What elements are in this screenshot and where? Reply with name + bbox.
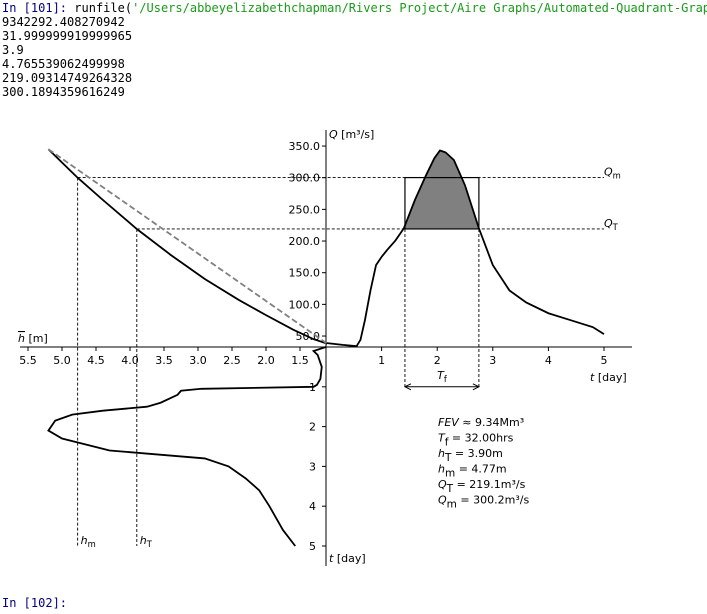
fev-area xyxy=(404,150,479,229)
output-line: 31.999999919999965 xyxy=(2,29,133,43)
tick-label: 4 xyxy=(545,354,552,367)
symbol: Q xyxy=(329,128,338,141)
label: Tf xyxy=(437,369,448,384)
label: QT xyxy=(604,217,619,232)
symbol: T xyxy=(437,369,445,382)
stage-curve xyxy=(47,346,327,547)
subscript: T xyxy=(446,483,454,495)
tick-label: 5 xyxy=(309,540,316,553)
rating-curve xyxy=(47,148,328,345)
tick-label: 5 xyxy=(601,354,608,367)
label: hT xyxy=(140,534,153,549)
label: Tf = 32.00hrs xyxy=(438,432,514,449)
symbol: t xyxy=(590,371,595,384)
subscript: m xyxy=(445,467,455,479)
symbol: Q xyxy=(438,494,447,507)
tick-label: 150.0 xyxy=(289,267,321,280)
tick-label: 300.0 xyxy=(289,172,321,185)
text: [m³/s] xyxy=(338,128,375,141)
tick-label: 1 xyxy=(378,354,385,367)
label: hm = 4.77m xyxy=(438,463,507,480)
subscript: T xyxy=(444,452,452,464)
symbol: Q xyxy=(604,166,613,179)
prompt: In [101]: xyxy=(2,1,68,15)
subscript: m xyxy=(88,539,96,549)
symbol: Q xyxy=(438,478,447,491)
tick-label: 3 xyxy=(309,460,316,473)
tick-label: 250.0 xyxy=(289,203,321,216)
path: '/Users/abbeyelizabethchapman/Rivers Pro… xyxy=(132,1,707,15)
tick-label: 2 xyxy=(434,354,441,367)
tick-label: 5.5 xyxy=(19,354,37,367)
text: = 219.1m³/s xyxy=(453,478,526,491)
tick-label: 4.5 xyxy=(87,354,105,367)
tick-label: 5.0 xyxy=(53,354,71,367)
subscript: m xyxy=(447,498,457,510)
text: = 300.2m³/s xyxy=(457,494,530,507)
tick-label: 4.0 xyxy=(121,354,139,367)
label: t [day] xyxy=(329,552,366,565)
label: t [day] xyxy=(590,371,627,384)
text: [day] xyxy=(333,552,365,565)
tick-label: 3 xyxy=(489,354,496,367)
hydrograph xyxy=(325,149,605,348)
input-line: In [101]: runfile('/Users/abbeyelizabeth… xyxy=(2,1,707,15)
tick-label: 1.5 xyxy=(291,354,309,367)
text: [day] xyxy=(594,371,626,384)
label: hT = 3.90m xyxy=(438,447,503,464)
subscript: m xyxy=(613,171,621,181)
label: h [m] xyxy=(18,332,48,345)
text: = 4.77m xyxy=(455,463,506,476)
label: Qm = 300.2m³/s xyxy=(438,494,529,511)
command: runfile( xyxy=(74,1,133,15)
tick-label: 2 xyxy=(309,421,316,434)
tick-label: 350.0 xyxy=(289,140,321,153)
tick-label: 4 xyxy=(309,500,316,513)
subscript: T xyxy=(612,222,619,232)
symbol: h xyxy=(140,534,147,547)
symbol: FEV xyxy=(438,416,460,429)
label: hm xyxy=(81,534,96,549)
symbol: t xyxy=(329,552,334,565)
symbol: h xyxy=(81,534,88,547)
subscript: f xyxy=(445,436,449,448)
output-line: 219.09314749264328 xyxy=(2,71,133,85)
subscript: T xyxy=(146,539,153,549)
label: Qm xyxy=(604,166,621,181)
text: [m] xyxy=(25,332,48,345)
label: QT = 219.1m³/s xyxy=(438,478,526,495)
output: 9342292.408270942 31.999999919999965 3.9 4.… xyxy=(2,15,132,99)
output-line: 9342292.408270942 xyxy=(2,15,125,29)
linear-rating xyxy=(47,148,328,345)
tick-label: 2.5 xyxy=(223,354,241,367)
symbol: Q xyxy=(604,217,613,230)
tick-label: 100.0 xyxy=(289,298,321,311)
label: Q [m³/s] xyxy=(329,128,374,141)
arrow-head xyxy=(403,383,481,391)
symbol: h xyxy=(438,447,445,460)
tick-label: 200.0 xyxy=(289,235,321,248)
tick-label: 3.5 xyxy=(155,354,173,367)
output-line: 4.765539062499998 xyxy=(2,57,125,71)
label: FEV ≈ 9.34Mm³ xyxy=(438,416,524,429)
symbol: h xyxy=(438,463,445,476)
text: = 32.00hrs xyxy=(448,432,513,445)
tick-label: 3.0 xyxy=(189,354,207,367)
next-prompt[interactable]: In [102]: xyxy=(2,596,68,610)
symbol: T xyxy=(438,432,446,445)
text: ≈ 9.34Mm³ xyxy=(459,416,524,429)
symbol: h xyxy=(18,332,25,345)
subscript: f xyxy=(444,374,448,384)
output-line: 3.9 xyxy=(2,43,24,57)
tick-label: 2.0 xyxy=(257,354,275,367)
output-line: 300.1894359616249 xyxy=(2,85,125,99)
text: = 3.90m xyxy=(451,447,502,460)
